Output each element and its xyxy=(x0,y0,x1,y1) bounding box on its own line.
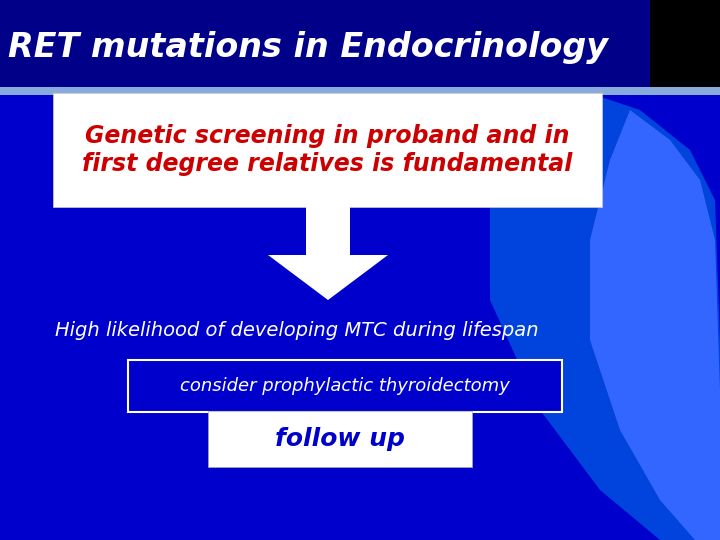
Text: follow up: follow up xyxy=(275,427,405,451)
Text: consider prophylactic thyroidectomy: consider prophylactic thyroidectomy xyxy=(180,377,510,395)
FancyBboxPatch shape xyxy=(128,360,562,412)
FancyBboxPatch shape xyxy=(53,93,602,207)
FancyBboxPatch shape xyxy=(0,87,720,95)
Polygon shape xyxy=(268,205,388,300)
Text: RET mutations in Endocrinology: RET mutations in Endocrinology xyxy=(8,30,608,64)
Text: Genetic screening in proband and in: Genetic screening in proband and in xyxy=(85,124,570,148)
FancyBboxPatch shape xyxy=(0,0,720,90)
Polygon shape xyxy=(650,0,720,90)
FancyBboxPatch shape xyxy=(208,411,472,467)
Text: High likelihood of developing MTC during lifespan: High likelihood of developing MTC during… xyxy=(55,321,539,340)
FancyBboxPatch shape xyxy=(0,90,720,540)
Polygon shape xyxy=(590,110,720,540)
Polygon shape xyxy=(490,90,720,540)
Text: first degree relatives is fundamental: first degree relatives is fundamental xyxy=(82,152,572,176)
